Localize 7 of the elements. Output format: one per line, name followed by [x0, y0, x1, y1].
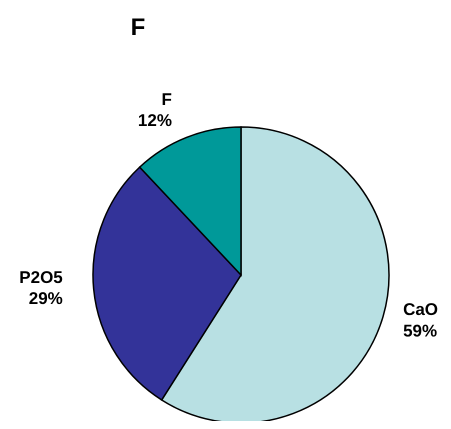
slice-label: F: [162, 90, 172, 109]
data-label: 29%: [28, 289, 63, 308]
slice-label: P2O5: [19, 268, 63, 287]
chart-title: F: [130, 14, 146, 42]
slice-label: CaO: [403, 300, 438, 320]
data-label: 59%: [403, 321, 438, 340]
data-label: 12%: [138, 111, 172, 130]
